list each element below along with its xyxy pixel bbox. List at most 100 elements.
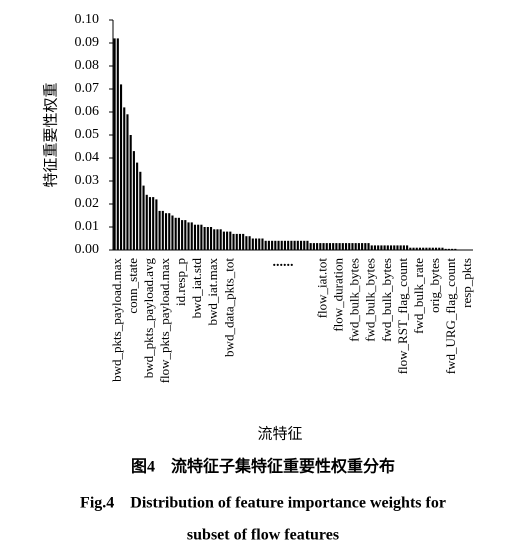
bar — [451, 248, 454, 250]
bar — [126, 114, 129, 250]
bar — [203, 227, 206, 250]
bar — [287, 240, 290, 250]
y-tick-label: 0.09 — [75, 35, 100, 50]
bar — [219, 229, 222, 250]
bar — [206, 227, 209, 250]
x-axis-label: 流特征 — [257, 425, 302, 442]
x-tick-label: flow_pkts_payload.max — [157, 258, 172, 384]
x-tick-label: id.resp_p — [173, 258, 188, 306]
bar — [373, 245, 377, 250]
x-tick-label: fwd_bulk_rate — [411, 258, 426, 334]
bar — [428, 247, 431, 250]
bar — [361, 243, 364, 250]
bar — [312, 243, 315, 250]
bar — [306, 240, 309, 250]
bar — [209, 227, 213, 250]
bar — [422, 247, 425, 250]
bar — [267, 240, 270, 250]
bar — [402, 245, 405, 250]
bar — [145, 194, 148, 250]
bar — [409, 247, 412, 250]
bar — [132, 151, 135, 250]
bar — [254, 238, 258, 250]
bar — [216, 229, 219, 250]
bar — [152, 197, 155, 250]
bar — [190, 222, 193, 250]
bar — [454, 248, 457, 250]
bar — [193, 224, 197, 250]
bar — [283, 240, 287, 250]
bar — [222, 231, 225, 250]
caption: subset of flow features — [187, 527, 339, 544]
bar — [383, 245, 386, 250]
x-tick-label: fwd_bulk_bytes — [379, 258, 394, 342]
bar — [332, 243, 335, 250]
x-tick-label: fwd_URG_flag_count — [443, 258, 458, 375]
bar — [187, 222, 190, 250]
y-tick-label: 0.07 — [75, 81, 100, 96]
bar — [335, 243, 338, 250]
bar — [123, 107, 126, 251]
bar — [200, 224, 203, 250]
bar — [238, 233, 242, 250]
x-tick-label: orig_bytes — [427, 258, 442, 313]
y-tick-label: 0.10 — [75, 12, 100, 27]
y-tick-label: 0.05 — [75, 127, 100, 142]
bar — [119, 84, 123, 251]
y-tick-label: 0.03 — [75, 173, 100, 188]
bar — [274, 240, 277, 250]
bar — [261, 238, 264, 250]
bar — [354, 243, 357, 250]
bar — [322, 243, 325, 250]
bar — [393, 245, 396, 250]
annotation: ...... — [273, 255, 294, 270]
bar — [277, 240, 280, 250]
y-tick-label: 0.00 — [75, 242, 100, 257]
bar — [293, 240, 296, 250]
bar — [399, 245, 402, 250]
x-tick-label: fwd_bulk_bytes — [347, 258, 362, 342]
bar — [351, 243, 354, 250]
bar — [271, 240, 274, 250]
bar — [319, 243, 322, 250]
x-tick-label: bwd_iat.max — [205, 258, 220, 326]
bar — [364, 243, 367, 250]
bar — [348, 243, 351, 250]
bar — [197, 224, 200, 250]
bar — [418, 247, 422, 250]
bar — [431, 247, 434, 250]
bar — [367, 243, 370, 250]
bar — [406, 245, 409, 250]
bar — [235, 233, 238, 250]
bar — [161, 210, 164, 250]
bar — [113, 38, 116, 251]
bar — [248, 236, 251, 250]
bar — [251, 238, 254, 250]
caption: Fig.4 Distribution of feature importance… — [80, 495, 446, 512]
x-tick-label: fwd_bulk_bytes — [363, 258, 378, 342]
bar — [136, 162, 139, 250]
x-tick-label: bwd_pkts_payload.max — [109, 258, 124, 382]
bar — [296, 240, 299, 250]
bar — [444, 248, 447, 250]
x-tick-label: bwd_pkts_payload.avg — [141, 258, 156, 379]
bar — [184, 220, 187, 250]
bar — [380, 245, 383, 250]
bar — [264, 240, 267, 250]
bar — [129, 135, 132, 250]
bar — [438, 247, 441, 250]
bar — [303, 240, 306, 250]
bar — [328, 243, 332, 250]
bar — [441, 247, 444, 250]
x-tick-label: conn_state — [125, 258, 140, 314]
caption: 图4 流特征子集特征重要性权重分布 — [131, 457, 395, 476]
bar — [357, 243, 360, 250]
bar — [258, 238, 261, 250]
bar — [213, 229, 216, 250]
bar — [299, 240, 303, 250]
x-tick-label: bwd_data_pkts_tot — [221, 258, 236, 357]
bar — [232, 233, 235, 250]
bar — [148, 197, 152, 250]
bar — [341, 243, 344, 250]
